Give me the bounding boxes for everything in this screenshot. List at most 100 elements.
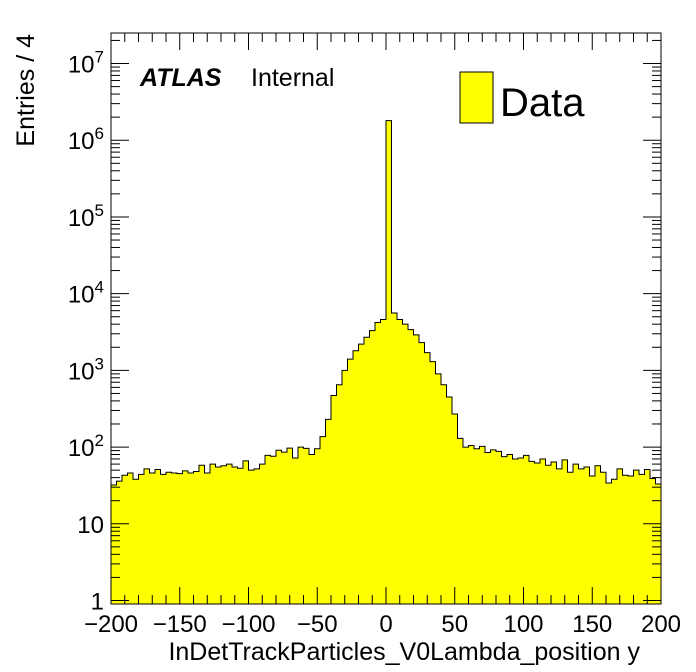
histogram-bin [479,446,485,604]
histogram-bars [110,120,661,604]
histogram-bin [413,334,419,604]
histogram-bin [166,472,172,604]
histogram-bin [287,448,293,604]
histogram-bin [578,468,584,604]
histogram-bin [171,472,177,604]
histogram-bin [419,342,425,604]
histogram-bin [298,447,304,604]
histogram-bin [270,456,276,604]
histogram-bin [353,350,359,604]
histogram-bin [391,312,397,604]
histogram-bin [468,445,474,604]
x-tick-label: 0 [379,611,392,638]
histogram-bin [314,448,320,604]
x-tick-label: −150 [153,611,207,638]
internal-label: Internal [251,64,334,92]
histogram-bin [331,395,337,604]
histogram-bin [496,451,502,604]
histogram-bin [655,484,661,604]
histogram-bin [221,465,227,604]
x-axis-ticks: −200 −150 −100 −50 0 50 100 150 200 [84,33,681,638]
histogram-bin [545,465,551,604]
histogram-bin [573,464,579,604]
histogram-bin [325,419,331,604]
histogram-bin [611,479,617,604]
histogram-bin [606,483,612,604]
plot-frame [110,32,662,605]
histogram-bin [237,468,243,604]
x-tick-label: −200 [84,611,138,638]
x-tick-label: 200 [641,611,681,638]
y-tick-label: 102 [68,431,104,462]
histogram-bin [336,384,342,604]
histogram-bin [358,344,364,604]
histogram-bin [281,452,287,604]
histogram-bin [155,469,161,604]
x-tick-label: −100 [221,611,275,638]
histogram-bin [644,469,650,604]
histogram-bin [441,384,447,604]
histogram-bin [485,452,491,604]
histogram-bin [639,474,645,604]
histogram-bin [430,361,436,604]
histogram-bin [408,329,414,604]
histogram-bin [397,319,403,604]
histogram-bin [232,466,238,604]
histogram-bin [144,468,150,604]
histogram-bin [149,472,155,604]
histogram-bin [127,472,133,604]
y-tick-label: 106 [68,124,104,155]
histogram-bin [595,465,601,604]
histogram-bin [622,475,628,604]
histogram-bin [342,370,348,604]
histogram-bin [364,337,370,604]
histogram-bin [584,466,590,604]
histogram-bin [259,464,265,604]
histogram-bin [160,474,166,604]
histogram-bin [380,319,386,604]
legend-swatch [459,71,494,124]
histogram-bin [529,461,535,604]
y-axis-label: Entries / 4 [12,34,40,147]
histogram-bin [116,481,122,604]
histogram-bin [386,120,392,604]
x-tick-label: 150 [572,611,612,638]
histogram-bin [600,472,606,604]
histogram-bin [204,472,210,604]
histogram-bin [463,447,469,604]
histogram-bin [490,449,496,604]
histogram-bin [199,465,205,604]
histogram-bin [518,458,524,604]
y-tick-label: 1 [91,588,104,615]
histogram-bin [567,472,573,604]
atlas-label: ATLAS [139,64,222,92]
y-tick-label: 105 [68,201,104,232]
histogram-bin [457,438,463,604]
histogram-bin [628,475,634,604]
histogram-bin [556,468,562,604]
histogram-bin [303,448,309,604]
histogram-bin [210,464,216,604]
histogram-bin [243,460,249,604]
histogram-bin [193,471,199,604]
histogram-bin [188,472,194,604]
y-tick-label: 10 [77,512,104,539]
histogram-bin [182,470,188,604]
histogram-bin [446,396,452,604]
histogram-bin [633,470,639,604]
x-axis-label: InDetTrackParticles_V0Lambda_position y [168,638,640,666]
histogram-bin [292,458,298,604]
histogram-bin [369,330,375,604]
histogram-bin [523,455,529,604]
histogram-bin [309,454,315,604]
histogram-bin [402,324,408,604]
histogram-bin [347,359,353,604]
histogram-bin [452,413,458,604]
histogram-bin [589,475,595,604]
histogram-bin [133,479,139,604]
histogram-bin [562,459,568,604]
histogram-bin [248,470,254,604]
histogram-bin [534,462,540,604]
histogram-bin [507,454,513,604]
histogram-bin [215,466,221,604]
